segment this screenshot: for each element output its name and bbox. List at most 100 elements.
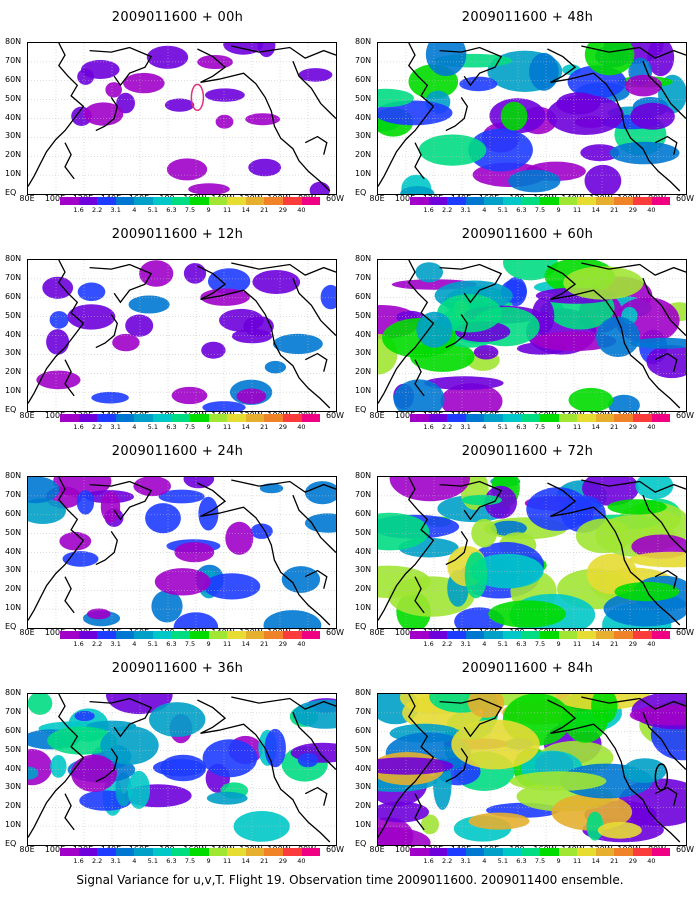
latitude-label: 10N <box>5 603 22 613</box>
longitude-label: 100E <box>394 628 416 637</box>
latitude-label: EQ <box>5 622 17 631</box>
colorbar-swatch <box>60 197 79 205</box>
latitude-label: 20N <box>5 150 22 160</box>
variance-contour <box>215 114 234 129</box>
coastline <box>642 60 686 119</box>
colorbar-swatch <box>465 197 485 205</box>
colorbar-swatch <box>521 197 541 205</box>
latitude-label: 50N <box>5 527 22 537</box>
colorbar-swatch <box>651 414 671 422</box>
panel-title: 2009011600 + 24h <box>111 444 244 459</box>
variance-contour <box>207 268 251 295</box>
variance-contour <box>201 341 226 359</box>
variance-contour <box>468 128 533 172</box>
latitude-label: 50N <box>5 93 22 103</box>
colorbar-label: 3.1 <box>460 640 471 648</box>
longitude-label: 100E <box>44 194 66 203</box>
variance-contour <box>484 485 517 519</box>
colorbar-label: 40 <box>297 640 306 648</box>
latitude-label: 10N <box>355 386 372 396</box>
colorbar-swatch <box>97 414 116 422</box>
map-canvas <box>28 694 336 845</box>
colorbar-label: 40 <box>647 423 656 431</box>
latitude-label: EQ <box>355 622 367 631</box>
longitude-label: 60W <box>675 194 695 203</box>
latitude-label: 80N <box>355 688 372 697</box>
colorbar-swatch <box>152 631 172 639</box>
colorbar-swatch <box>152 197 172 205</box>
colorbar-label: 29 <box>278 423 287 431</box>
colorbar-swatch <box>577 414 596 422</box>
colorbar-label: 11 <box>573 857 582 865</box>
colorbar-swatch <box>78 848 98 856</box>
variance-contour <box>473 345 499 360</box>
latitude-label: 60N <box>355 725 372 735</box>
colorbar-swatch <box>410 631 429 639</box>
latitude-label: 30N <box>355 131 372 141</box>
coastline <box>414 793 425 831</box>
colorbar <box>60 848 321 856</box>
latitude-label: 50N <box>5 744 22 754</box>
variance-contour <box>205 88 245 102</box>
coastline <box>654 352 678 372</box>
colorbar-label: 2.2 <box>91 206 103 214</box>
coastline <box>414 576 425 614</box>
colorbar-swatch <box>60 631 79 639</box>
variance-contour <box>298 68 333 82</box>
longitude-label: 60W <box>325 845 345 854</box>
colorbar-swatch <box>190 631 209 639</box>
colorbar-label: 6.3 <box>516 857 527 865</box>
panel-title: 2009011600 + 84h <box>461 661 594 676</box>
colorbar-label: 6.3 <box>516 423 527 431</box>
longitude-label: 80E <box>19 845 35 854</box>
coastline <box>304 352 328 372</box>
colorbar-label: 1.6 <box>423 206 434 214</box>
map-canvas <box>28 260 336 411</box>
colorbar-label: 1.6 <box>73 423 84 431</box>
variance-contour <box>586 553 638 594</box>
variance-contour <box>490 520 527 536</box>
variance-contour <box>305 481 336 505</box>
colorbar-swatch <box>595 414 615 422</box>
latitude-label: EQ <box>355 839 367 848</box>
variance-contour <box>273 333 323 354</box>
variance-contour <box>440 383 503 411</box>
colorbar-label: 4 <box>132 857 137 865</box>
latitude-label: 80N <box>5 37 22 46</box>
variance-contour <box>309 181 330 194</box>
colorbar-swatch <box>301 631 321 639</box>
variance-contour <box>206 791 248 805</box>
longitude-label: 60W <box>675 411 695 420</box>
latitude-label: 10N <box>355 169 372 179</box>
longitude-label: 60W <box>325 628 345 637</box>
colorbar-label: 7.5 <box>184 640 196 648</box>
variance-contour <box>231 328 273 344</box>
colorbar-swatch <box>651 848 671 856</box>
coastline <box>89 46 153 87</box>
colorbar-label: 29 <box>278 857 287 865</box>
colorbar-label: 4 <box>132 206 137 214</box>
longitude-label: 80E <box>369 194 385 203</box>
variance-contour <box>116 92 135 114</box>
colorbar-swatch <box>152 848 172 856</box>
variance-contour <box>508 169 561 193</box>
colorbar-swatch <box>115 848 135 856</box>
colorbar-label: 2.2 <box>91 857 103 865</box>
colorbar-label: 3.1 <box>110 423 121 431</box>
colorbar-label: 2.2 <box>91 423 103 431</box>
latitude-label: 80N <box>355 254 372 263</box>
colorbar-swatch <box>447 631 466 639</box>
colorbar-label: 3.1 <box>460 857 471 865</box>
colorbar-swatch <box>651 197 671 205</box>
colorbar-swatch <box>614 197 633 205</box>
latitude-label: 70N <box>355 489 372 499</box>
forecast-panel: 2009011600 + 12h 80N 70N 60N 50N 40N 30N 20N 10N… <box>5 217 350 432</box>
variance-map <box>377 693 687 846</box>
colorbar-swatch <box>97 197 116 205</box>
map-canvas <box>378 694 686 845</box>
latitude-label: 70N <box>355 55 372 65</box>
variance-contour <box>563 266 644 300</box>
variance-contour <box>416 311 453 348</box>
colorbar-label: 1.6 <box>423 640 434 648</box>
variance-contour <box>183 263 207 284</box>
